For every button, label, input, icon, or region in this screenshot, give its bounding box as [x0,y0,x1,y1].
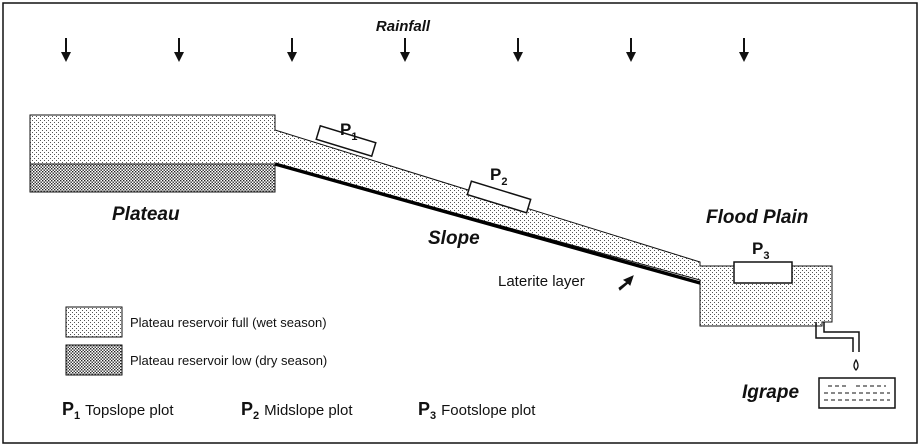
legend-swatch-dry [65,344,123,376]
plot-label-p1: P1 [340,120,357,143]
plot-box-p2 [466,180,532,214]
plateau-label: Plateau [112,204,180,225]
legend-dry-label: Plateau reservoir low (dry season) [130,353,327,368]
plateau-reservoir-low [29,163,276,193]
water-drop-icon [853,358,859,371]
plot-key-p1: P1 Topslope plot [62,399,174,422]
igrape-tank [818,377,896,409]
rain-arrow-icon [400,38,410,62]
rain-arrow-icon [513,38,523,62]
laterite-layer-label: Laterite layer [498,273,585,290]
rain-arrow-icon [739,38,749,62]
rain-arrow-icon [626,38,636,62]
igrape-label: Igrape [742,382,799,403]
rain-arrow-icon [61,38,71,62]
plot-key-p2: P2 Midslope plot [241,399,353,422]
slope-label: Slope [428,228,480,249]
legend-swatch-wet [65,306,123,338]
drain-pipe [815,322,860,352]
plot-box-p3 [733,261,793,284]
rainfall-label: Rainfall [376,18,431,35]
rain-arrow-icon [287,38,297,62]
rain-arrow-icon [174,38,184,62]
legend-wet-label: Plateau reservoir full (wet season) [130,315,327,330]
plot-label-p2: P2 [490,165,507,188]
plot-key-p3: P3 Footslope plot [418,399,536,422]
laterite-layer-line [274,162,701,285]
laterite-arrow-icon [618,275,634,291]
flood-plain-label: Flood Plain [706,207,808,228]
rainfall-arrows [61,38,749,62]
plot-label-p3: P3 [752,239,769,262]
plot-box-p1 [315,124,377,158]
